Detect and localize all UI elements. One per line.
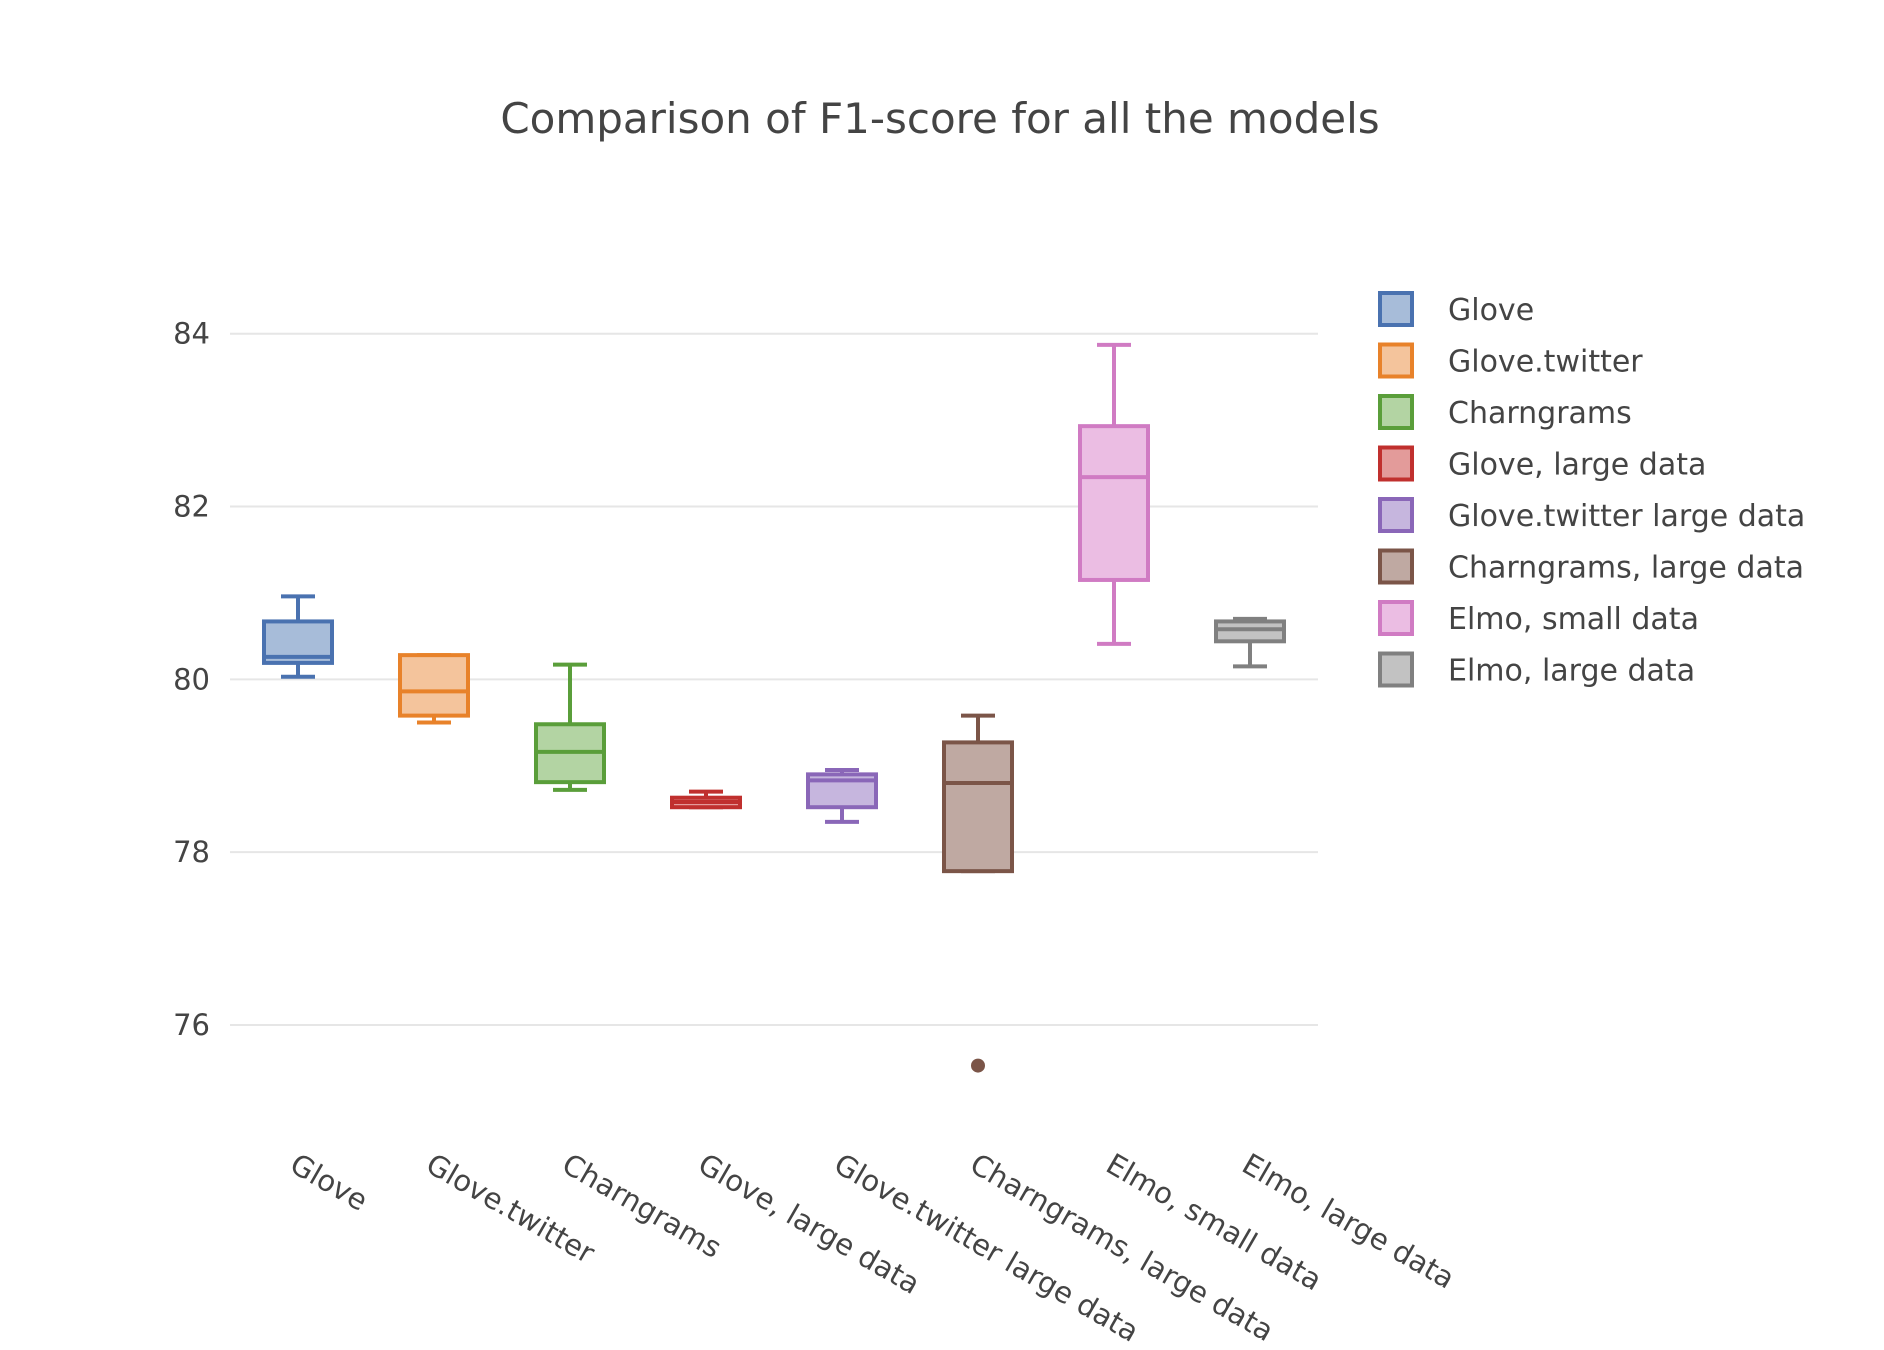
- legend-label: Glove.twitter large data: [1448, 499, 1805, 534]
- legend-item[interactable]: Charngrams, large data: [1378, 548, 1804, 586]
- box-1: [262, 594, 334, 679]
- y-tick-label: 80: [173, 662, 210, 696]
- legend-item[interactable]: Elmo, large data: [1378, 651, 1695, 689]
- y-tick-label: 82: [173, 490, 210, 524]
- box-6: [942, 713, 1014, 1073]
- chart-title: Comparison of F1-score for all the model…: [500, 94, 1379, 143]
- box-8: [1214, 616, 1286, 669]
- y-tick-label: 78: [173, 835, 210, 869]
- legend-label: Charngrams, large data: [1448, 551, 1804, 586]
- legend-label: Elmo, large data: [1448, 654, 1695, 689]
- legend-item[interactable]: Charngrams: [1378, 394, 1632, 431]
- legend-label: Elmo, small data: [1448, 602, 1699, 637]
- legend-swatch: [1378, 651, 1414, 688]
- box-2: [398, 653, 470, 725]
- legend-swatch: [1378, 342, 1414, 379]
- legend-swatch: [1378, 394, 1414, 430]
- y-tick-label: 84: [173, 317, 210, 351]
- legend-label: Glove, large data: [1448, 448, 1706, 483]
- legend-swatch: [1378, 445, 1414, 482]
- legend-swatch: [1378, 497, 1414, 533]
- legend-item[interactable]: Elmo, small data: [1378, 600, 1699, 637]
- outlier-point: [971, 1058, 985, 1073]
- box-5: [806, 768, 878, 824]
- legend-label: Glove.twitter: [1448, 345, 1643, 380]
- legend-label: Glove: [1448, 293, 1534, 328]
- gridlines: [230, 332, 1318, 1026]
- x-tick-label: Glove, large data: [693, 1147, 926, 1301]
- legend-item[interactable]: Glove.twitter: [1378, 342, 1643, 380]
- x-tick-label: Glove: [285, 1147, 374, 1218]
- y-tick-label: 76: [173, 1008, 210, 1042]
- box-iqr: [942, 740, 1014, 874]
- legend-item[interactable]: Glove, large data: [1378, 445, 1706, 483]
- legend-swatch: [1378, 291, 1414, 327]
- box-7: [1078, 342, 1150, 646]
- legend-label: Charngrams: [1448, 396, 1632, 431]
- y-axis-ticks: 76 78 80 82 84: [173, 317, 210, 1042]
- legend-item[interactable]: Glove: [1378, 291, 1534, 328]
- box-iqr: [1078, 424, 1150, 582]
- box-iqr: [1214, 619, 1286, 644]
- legend-swatch: [1378, 548, 1414, 585]
- box-iqr: [398, 653, 470, 718]
- legend-swatch: [1378, 600, 1414, 636]
- box-3: [534, 662, 606, 792]
- legend[interactable]: Glove Glove.twitter Charngrams Glove, large…: [1378, 291, 1805, 689]
- legend-item[interactable]: Glove.twitter large data: [1378, 497, 1805, 534]
- box-4: [670, 789, 742, 810]
- box-plots: [262, 342, 1286, 1073]
